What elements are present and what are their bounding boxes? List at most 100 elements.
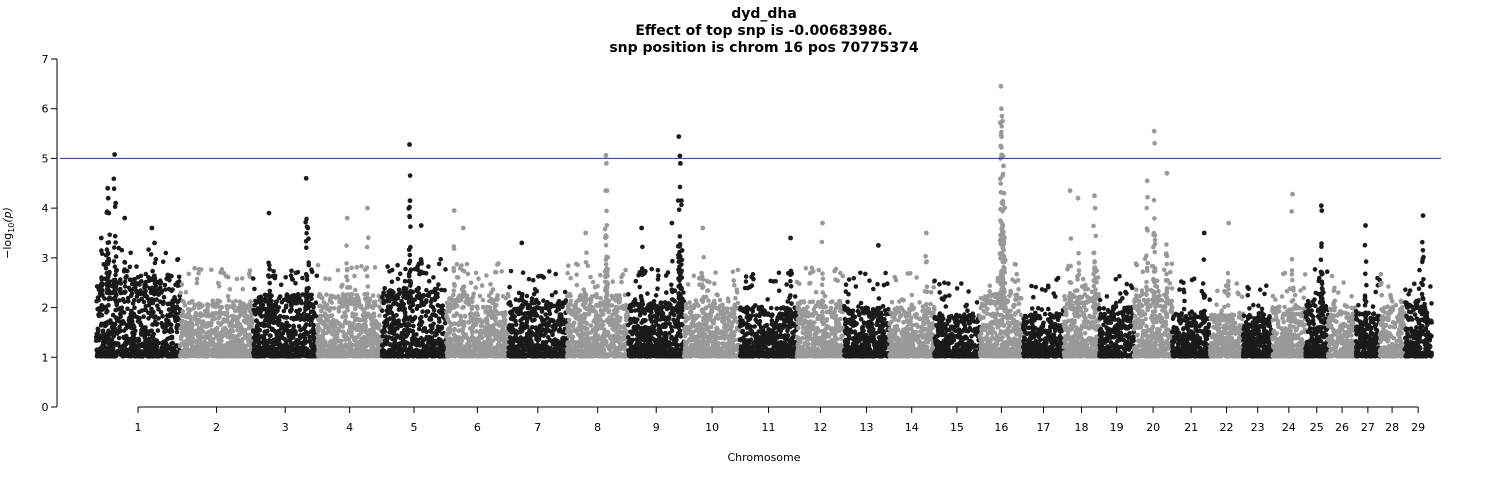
snp-point	[118, 281, 124, 286]
snp-point	[367, 327, 373, 333]
snp-point	[158, 310, 164, 315]
snp-point	[433, 291, 439, 297]
snp-point	[573, 315, 579, 321]
snp-point	[601, 353, 607, 359]
snp-point	[174, 329, 180, 335]
snp-point	[163, 326, 168, 331]
snp-point	[264, 315, 269, 321]
chromosome-3-points	[250, 262, 320, 359]
snp-point	[532, 332, 537, 337]
snp-point	[304, 313, 309, 318]
snp-point	[411, 323, 416, 329]
snp-points	[93, 83, 1434, 359]
snp-point	[242, 329, 247, 334]
snp-point	[201, 347, 206, 353]
snp-point	[247, 268, 253, 273]
snp-point	[272, 346, 278, 352]
snp-point	[501, 334, 506, 340]
snp-point	[499, 269, 505, 274]
snp-point	[515, 348, 520, 353]
snp-point	[405, 331, 411, 337]
snp-point	[495, 328, 500, 334]
snp-point	[288, 302, 294, 307]
snp-point	[549, 330, 555, 335]
snp-point	[431, 275, 436, 280]
snp-point	[479, 352, 485, 358]
snp-point	[546, 334, 551, 340]
snp-point	[412, 315, 418, 320]
snp-point	[163, 250, 169, 256]
snp-point	[159, 352, 164, 357]
snp-point	[272, 273, 278, 279]
snp-point	[426, 335, 431, 341]
snp-point	[180, 318, 185, 324]
snp-point	[96, 297, 101, 303]
snp-point	[408, 317, 414, 322]
snp-point	[320, 329, 326, 334]
snp-point	[124, 348, 130, 353]
snp-point	[537, 323, 543, 329]
snp-point	[493, 270, 499, 275]
snp-point	[514, 352, 519, 358]
snp-point	[131, 322, 136, 328]
snp-point	[217, 352, 222, 358]
snp-point	[211, 300, 216, 306]
snp-point	[280, 344, 285, 350]
snp-point	[295, 292, 301, 297]
snp-point	[513, 297, 519, 302]
snp-point	[251, 307, 256, 313]
snp-point	[336, 294, 341, 299]
snp-point	[506, 301, 511, 306]
snp-point	[171, 350, 177, 355]
snp-point	[196, 325, 202, 331]
snp-point	[605, 353, 611, 358]
snp-point	[470, 304, 475, 310]
snp-point	[363, 344, 369, 349]
snp-point	[288, 352, 294, 357]
snp-point	[464, 261, 470, 267]
snp-point	[326, 314, 331, 320]
snp-point	[120, 296, 126, 302]
snp-point	[525, 324, 530, 330]
snp-point	[403, 266, 408, 272]
snp-point	[431, 307, 437, 313]
snp-point	[236, 314, 242, 319]
snp-point	[129, 281, 135, 287]
snp-point	[284, 315, 290, 320]
snp-point	[432, 286, 438, 292]
snp-point	[176, 274, 182, 280]
snp-point	[287, 328, 292, 334]
snp-point	[395, 292, 401, 298]
snp-point	[502, 318, 508, 323]
snp-point	[160, 340, 165, 346]
snp-point	[356, 327, 361, 332]
snp-point	[227, 287, 233, 292]
snp-point	[408, 346, 414, 352]
snp-point	[126, 285, 132, 291]
snp-point	[130, 318, 135, 324]
snp-point	[118, 307, 124, 313]
snp-point	[282, 336, 287, 342]
snp-point	[410, 328, 416, 334]
snp-point	[382, 286, 388, 291]
snp-point	[249, 324, 254, 329]
snp-point	[529, 309, 535, 315]
snp-point	[538, 315, 544, 320]
snp-point	[289, 347, 295, 353]
snp-point	[505, 291, 511, 297]
snp-point	[142, 344, 148, 350]
snp-point	[553, 290, 558, 295]
snp-point	[533, 326, 539, 331]
snp-point	[371, 333, 377, 339]
snp-point	[212, 342, 218, 348]
snp-point	[309, 269, 315, 275]
snp-point	[183, 353, 188, 359]
snp-point	[429, 297, 435, 302]
snp-point	[476, 348, 482, 354]
snp-point	[430, 312, 435, 318]
snp-point	[486, 326, 492, 332]
snp-point	[144, 339, 149, 344]
snp-point	[289, 276, 295, 282]
snp-point	[156, 306, 161, 312]
snp-point	[360, 339, 365, 344]
